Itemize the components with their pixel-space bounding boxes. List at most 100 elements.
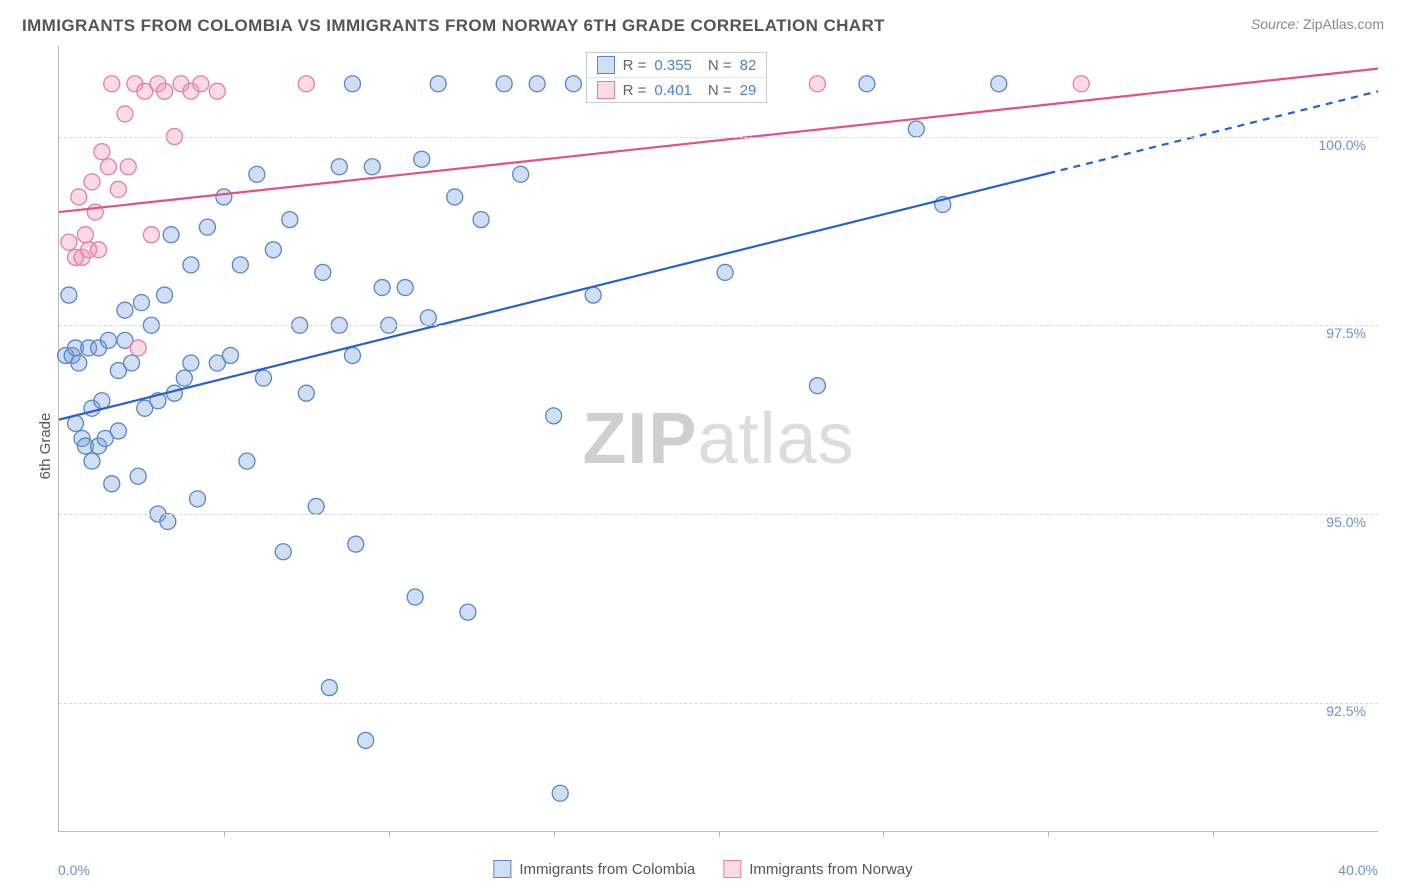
scatter-point — [265, 242, 281, 258]
scatter-point — [358, 732, 374, 748]
scatter-point — [275, 544, 291, 560]
legend-stat-row: R = 0.355 N = 82 — [587, 53, 767, 78]
y-tick-label: 92.5% — [1326, 703, 1366, 719]
scatter-point — [130, 340, 146, 356]
trend-line-dashed — [1048, 91, 1378, 173]
scatter-point — [110, 423, 126, 439]
scatter-point — [71, 189, 87, 205]
source-attribution: Source: ZipAtlas.com — [1251, 16, 1384, 32]
legend-label: Immigrants from Colombia — [519, 861, 695, 878]
scatter-point — [1073, 76, 1089, 92]
scatter-point — [183, 257, 199, 273]
gridline — [59, 703, 1378, 704]
scatter-point — [110, 181, 126, 197]
x-max-label: 40.0% — [1338, 862, 1378, 878]
scatter-point — [61, 234, 77, 250]
scatter-point — [209, 83, 225, 99]
scatter-point — [529, 76, 545, 92]
trend-line — [59, 173, 1048, 419]
n-value: 29 — [740, 82, 757, 99]
scatter-point — [100, 332, 116, 348]
scatter-point — [430, 76, 446, 92]
x-tick — [1213, 831, 1214, 837]
x-min-label: 0.0% — [58, 862, 90, 878]
scatter-point — [282, 212, 298, 228]
scatter-point — [61, 287, 77, 303]
scatter-point — [117, 106, 133, 122]
scatter-point — [344, 76, 360, 92]
scatter-point — [84, 453, 100, 469]
x-tick — [719, 831, 720, 837]
scatter-point — [717, 264, 733, 280]
scatter-point — [859, 76, 875, 92]
scatter-point — [298, 76, 314, 92]
scatter-point — [315, 264, 331, 280]
n-value: 82 — [740, 57, 757, 74]
x-tick — [224, 831, 225, 837]
scatter-point — [189, 491, 205, 507]
scatter-point — [216, 189, 232, 205]
source-value: ZipAtlas.com — [1303, 16, 1384, 32]
y-tick-label: 100.0% — [1319, 137, 1366, 153]
gridline — [59, 325, 1378, 326]
r-value: 0.355 — [654, 57, 692, 74]
legend-swatch — [597, 56, 615, 74]
scatter-point — [143, 227, 159, 243]
scatter-point — [298, 385, 314, 401]
scatter-point — [130, 468, 146, 484]
y-axis-label: 6th Grade — [37, 413, 54, 480]
scatter-point — [160, 514, 176, 530]
scatter-point — [104, 76, 120, 92]
scatter-point — [374, 280, 390, 296]
chart-title: IMMIGRANTS FROM COLOMBIA VS IMMIGRANTS F… — [22, 16, 885, 36]
r-value: 0.401 — [654, 82, 692, 99]
gridline — [59, 137, 1378, 138]
scatter-point — [157, 287, 173, 303]
scatter-point — [91, 242, 107, 258]
scatter-point — [239, 453, 255, 469]
scatter-point — [565, 76, 581, 92]
scatter-point — [809, 76, 825, 92]
legend-item: Immigrants from Colombia — [493, 860, 695, 878]
scatter-point — [308, 498, 324, 514]
scatter-point — [94, 393, 110, 409]
x-tick — [883, 831, 884, 837]
scatter-point — [100, 159, 116, 175]
x-tick — [389, 831, 390, 837]
scatter-point — [193, 76, 209, 92]
legend-stat-row: R =0.401N =29 — [587, 78, 767, 102]
scatter-point — [546, 408, 562, 424]
scatter-point — [420, 310, 436, 326]
scatter-point — [321, 680, 337, 696]
source-label: Source: — [1251, 16, 1299, 32]
scatter-point — [414, 151, 430, 167]
chart-svg — [59, 46, 1378, 831]
scatter-point — [176, 370, 192, 386]
scatter-point — [407, 589, 423, 605]
x-tick — [1048, 831, 1049, 837]
scatter-point — [71, 355, 87, 371]
legend-label: Immigrants from Norway — [749, 861, 912, 878]
legend-swatch — [723, 860, 741, 878]
scatter-point — [364, 159, 380, 175]
legend-item: Immigrants from Norway — [723, 860, 912, 878]
scatter-point — [183, 355, 199, 371]
scatter-point — [84, 174, 100, 190]
n-label: N = — [708, 57, 732, 74]
scatter-point — [344, 347, 360, 363]
r-label: R = — [623, 82, 647, 99]
scatter-point — [255, 370, 271, 386]
scatter-point — [513, 166, 529, 182]
x-tick — [554, 831, 555, 837]
scatter-point — [222, 347, 238, 363]
scatter-point — [104, 476, 120, 492]
scatter-point — [133, 295, 149, 311]
scatter-point — [552, 785, 568, 801]
scatter-point — [496, 76, 512, 92]
legend-swatch — [597, 81, 615, 99]
scatter-point — [120, 159, 136, 175]
scatter-point — [232, 257, 248, 273]
scatter-point — [199, 219, 215, 235]
r-label: R = — [623, 57, 647, 74]
scatter-point — [991, 76, 1007, 92]
